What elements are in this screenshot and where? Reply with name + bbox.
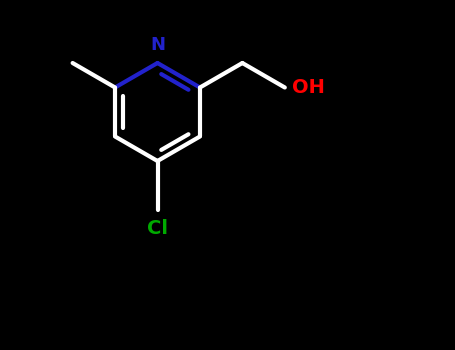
Text: N: N [150,36,165,54]
Text: OH: OH [292,78,325,97]
Text: Cl: Cl [147,219,168,238]
